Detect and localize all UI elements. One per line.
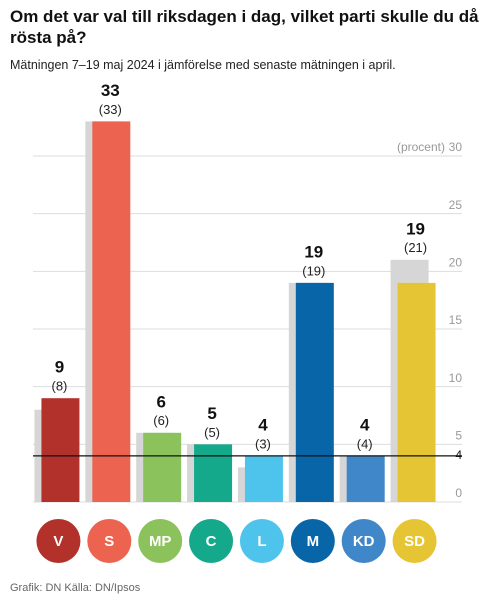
- party-badge: [189, 519, 234, 563]
- bar: [143, 432, 182, 502]
- previous-value-label: (5): [204, 425, 220, 440]
- source-note: Grafik: DN Källa: DN/Ipsos: [10, 582, 141, 594]
- x-tick-label: S: [104, 533, 114, 550]
- previous-value-label: (21): [404, 240, 427, 255]
- previous-value-label: (33): [99, 102, 122, 117]
- x-tick-label: V: [53, 533, 63, 550]
- x-tick-label: M: [307, 533, 320, 550]
- previous-value-label: (8): [51, 379, 67, 394]
- threshold-label: 4: [455, 448, 462, 462]
- chart-title: Om det var val till riksdagen i dag, vil…: [10, 7, 479, 47]
- party-badge: [239, 519, 284, 563]
- bar: [295, 282, 334, 502]
- y-tick-label: 30: [449, 140, 463, 154]
- x-tick-label: L: [257, 533, 266, 550]
- x-tick-label: C: [206, 533, 217, 550]
- x-tick-label: KD: [353, 533, 375, 550]
- y-tick-label: 25: [449, 198, 463, 212]
- previous-value-label: (6): [153, 413, 169, 428]
- x-tick-label: MP: [149, 533, 172, 550]
- party-badge: [392, 519, 437, 563]
- value-label: 19: [304, 242, 323, 261]
- value-label: 9: [55, 358, 64, 377]
- party-badge: [341, 519, 386, 563]
- y-tick-label: 10: [449, 371, 463, 385]
- bar: [244, 455, 283, 502]
- previous-value-label: (19): [302, 263, 325, 278]
- party-badge: [138, 519, 183, 563]
- value-label: 33: [101, 81, 120, 100]
- previous-value-label: (3): [255, 436, 271, 451]
- bar: [346, 455, 385, 502]
- bar: [41, 398, 80, 502]
- chart: 0 5 10 15 20 25 30 (procent) 9 (8) V 33 (33) S 6 (6) MP 5…: [33, 81, 463, 563]
- y-tick-label: 5: [455, 429, 462, 443]
- bar: [92, 121, 131, 503]
- value-label: 5: [207, 404, 216, 423]
- y-tick-label: 20: [449, 256, 463, 270]
- previous-value-label: (4): [357, 436, 373, 451]
- value-label: 4: [360, 415, 370, 434]
- party-badge: [36, 519, 81, 563]
- chart-subtitle: Mätningen 7–19 maj 2024 i jämförelse med…: [10, 58, 396, 72]
- value-label: 6: [156, 392, 165, 411]
- value-label: 19: [406, 219, 425, 238]
- y-tick-label: 15: [449, 313, 463, 327]
- y-tick-label: 0: [455, 486, 462, 500]
- y-axis-label: (procent): [397, 140, 445, 154]
- party-badge: [87, 519, 132, 563]
- bar: [397, 282, 436, 502]
- bar: [194, 444, 233, 502]
- x-tick-label: SD: [404, 533, 425, 550]
- party-badge: [290, 519, 335, 563]
- value-label: 4: [258, 415, 268, 434]
